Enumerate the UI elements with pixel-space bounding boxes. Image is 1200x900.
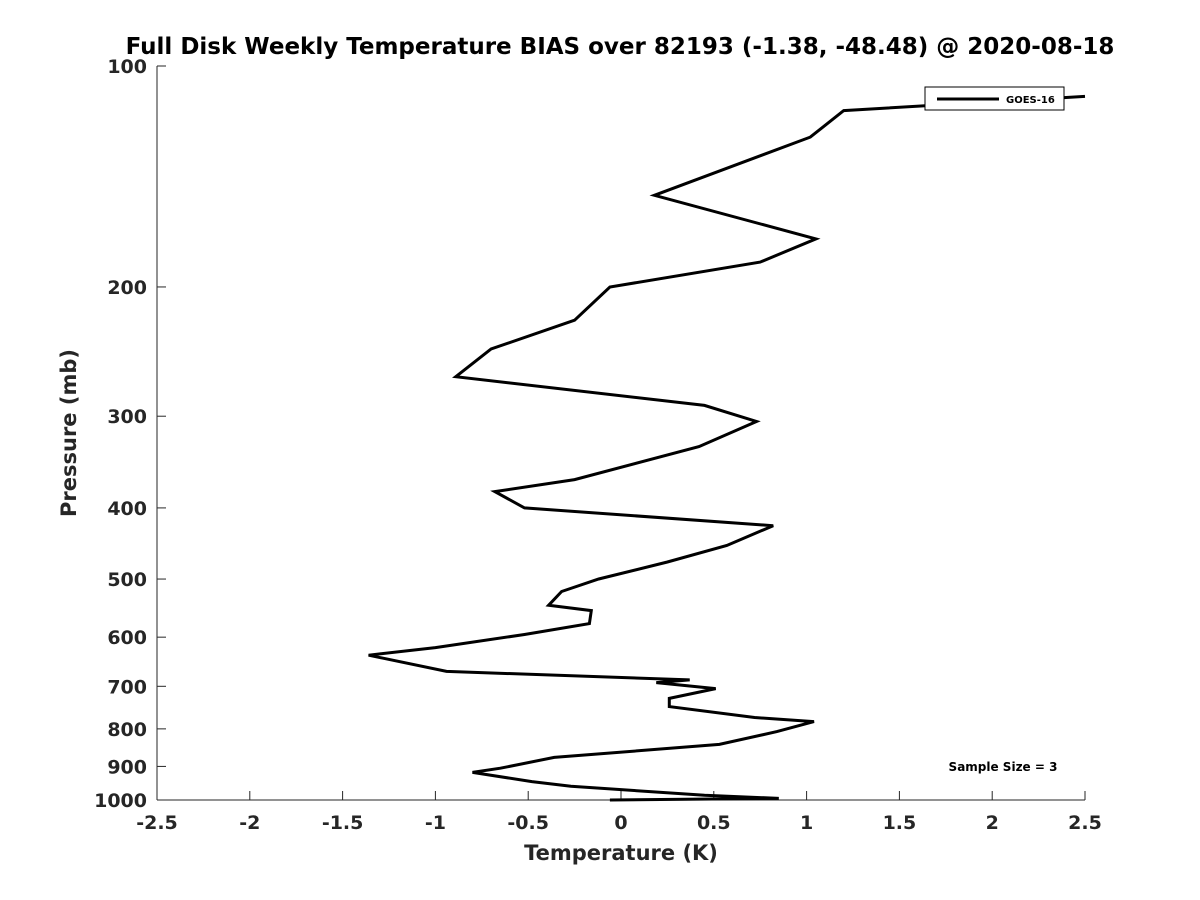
x-axis-label: Temperature (K) xyxy=(524,841,718,865)
y-tick-label: 600 xyxy=(107,627,147,649)
x-tick-label: 2 xyxy=(986,812,999,834)
y-tick-label: 500 xyxy=(107,569,147,591)
x-tick-label: 1.5 xyxy=(883,812,917,834)
x-tick-label: -2.5 xyxy=(136,812,178,834)
series-layer xyxy=(368,94,1086,802)
y-tick-label: 100 xyxy=(107,56,147,78)
sample-size-annotation: Sample Size = 3 xyxy=(949,760,1058,774)
y-tick-label: 700 xyxy=(107,676,147,698)
legend: GOES-16 xyxy=(924,86,1065,111)
x-tick-label: 2.5 xyxy=(1068,812,1102,834)
y-tick-label: 400 xyxy=(107,498,147,520)
y-axis-label: Pressure (mb) xyxy=(57,349,81,517)
series-line-goes-16 xyxy=(368,94,1086,802)
y-tick-label: 300 xyxy=(107,406,147,428)
x-tick-label: 0 xyxy=(614,812,627,834)
y-tick-label: 200 xyxy=(107,277,147,299)
x-tick-label: -1 xyxy=(425,812,446,834)
x-tick-label: 1 xyxy=(800,812,813,834)
x-tick-label: 0.5 xyxy=(697,812,731,834)
chart-title: Full Disk Weekly Temperature BIAS over 8… xyxy=(126,34,1115,60)
y-tick-label: 900 xyxy=(107,756,147,778)
x-tick-label: -1.5 xyxy=(322,812,364,834)
y-ticks: 100 200 300 400 500 600 700 800 900 1000 xyxy=(94,56,166,812)
y-tick-label: 800 xyxy=(107,719,147,741)
y-tick-label: 1000 xyxy=(94,790,147,812)
legend-label: GOES-16 xyxy=(1006,95,1055,106)
x-tick-label: -0.5 xyxy=(507,812,549,834)
x-ticks: -2.5 -2 -1.5 -1 -0.5 0 0.5 1 1.5 2 2.5 xyxy=(136,791,1102,834)
x-tick-label: -2 xyxy=(239,812,260,834)
